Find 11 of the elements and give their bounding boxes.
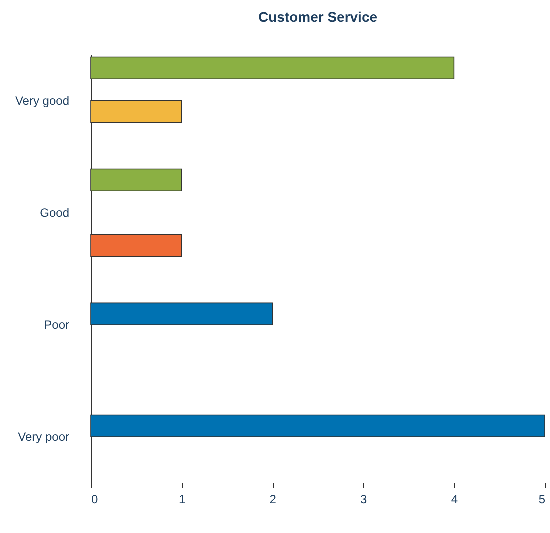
y-tick-label: Very poor [18, 430, 70, 444]
y-tick-label: Good [40, 206, 70, 220]
y-tick-label: Very good [15, 94, 70, 108]
y-tick-label: Poor [44, 318, 70, 332]
chart-title: Customer Service [258, 9, 378, 25]
x-tick-label: 3 [360, 492, 368, 506]
x-tick-label: 4 [451, 492, 458, 506]
x-tick-label: 0 [92, 492, 98, 506]
x-tick-label: 5 [538, 492, 546, 506]
x-tick-label: 1 [178, 492, 186, 506]
x-tick-label: 2 [270, 492, 277, 506]
